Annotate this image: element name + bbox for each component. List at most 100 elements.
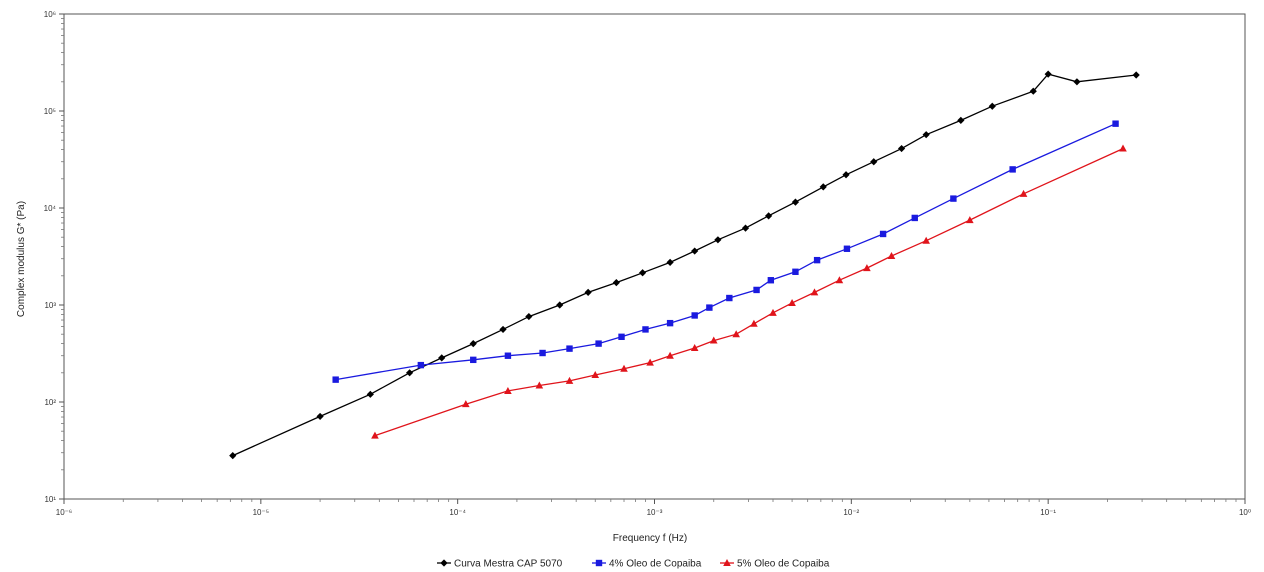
data-point-triangle (732, 330, 740, 338)
data-point-triangle (591, 370, 600, 378)
data-point-diamond (897, 144, 906, 153)
data-point-square (706, 304, 713, 311)
data-point-triangle (750, 319, 758, 327)
data-point-diamond (499, 325, 507, 334)
data-point-diamond (1044, 70, 1052, 78)
y-tick-label: 10¹ (44, 495, 56, 504)
data-point-square (767, 277, 775, 284)
data-point-diamond (316, 412, 324, 421)
data-point-diamond (638, 269, 647, 277)
axes-layer: 10⁻⁶ 10⁻⁵ 10⁻⁴ 10⁻³ 10⁻² 10⁻¹ 10⁰ 10¹ 10² 10³ 10⁴ 1… (44, 10, 1251, 517)
series-layer (229, 70, 1140, 460)
data-point-diamond (438, 354, 446, 362)
data-point-diamond (229, 452, 237, 460)
data-point-square (1009, 166, 1016, 173)
data-point-diamond (666, 258, 674, 266)
data-point-diamond (741, 224, 750, 232)
data-point-diamond (1073, 78, 1081, 86)
data-point-triangle (1119, 144, 1127, 152)
data-point-diamond (870, 158, 878, 166)
y-tick-label: 10³ (44, 301, 56, 310)
data-point-triangle (504, 386, 512, 394)
data-point-triangle (863, 264, 871, 272)
series-line-0 (232, 73, 1137, 457)
legend: Curva Mestra CAP 5070 4% Oleo de Copaiba 5… (437, 559, 830, 570)
data-point-square (879, 230, 887, 238)
data-point-diamond (791, 198, 800, 206)
x-tick-label: 10⁻¹ (1040, 508, 1056, 517)
data-point-square (753, 286, 760, 294)
data-point-triangle (922, 236, 930, 244)
data-point-triangle (565, 376, 574, 384)
data-point-triangle (835, 276, 844, 284)
data-point-diamond (691, 247, 699, 255)
data-point-square (792, 268, 799, 275)
data-point-diamond (1029, 87, 1037, 95)
y-tick-label: 10⁶ (44, 10, 56, 19)
data-point-triangle (620, 364, 628, 372)
x-tick-label: 10⁻⁴ (449, 508, 466, 517)
data-point-triangle (666, 351, 674, 359)
data-point-triangle (462, 400, 470, 408)
data-point-diamond (957, 116, 965, 125)
legend-label: 5% Oleo de Copaiba (737, 559, 830, 570)
data-point-square (813, 256, 821, 264)
data-point-square (726, 294, 733, 302)
data-point-triangle (709, 336, 718, 344)
data-point-diamond (584, 288, 592, 296)
data-point-diamond (842, 171, 850, 179)
series-line-1 (335, 123, 1116, 381)
data-point-triangle (769, 308, 777, 316)
data-point-diamond (612, 279, 620, 287)
legend-marker-triangle (723, 559, 731, 566)
data-point-diamond (988, 102, 996, 110)
legend-marker-diamond (440, 559, 448, 567)
data-point-square (618, 333, 625, 341)
y-tick-label: 10⁵ (44, 107, 56, 116)
legend-label: 4% Oleo de Copaiba (609, 559, 702, 570)
y-tick-label: 10² (44, 398, 56, 407)
data-point-diamond (1132, 71, 1140, 79)
data-point-diamond (922, 131, 930, 139)
data-point-diamond (556, 301, 564, 309)
data-point-square (539, 349, 546, 357)
data-point-square (691, 312, 698, 319)
data-point-triangle (810, 288, 819, 296)
data-point-diamond (819, 183, 827, 191)
data-point-triangle (1019, 189, 1028, 197)
data-point-square (566, 345, 573, 352)
x-tick-label: 10⁻³ (647, 508, 663, 517)
data-point-square (950, 195, 957, 202)
data-point-square (595, 340, 602, 347)
data-point-square (642, 326, 649, 333)
y-tick-label: 10⁴ (44, 204, 57, 213)
x-axis-title: Frequency f (Hz) (613, 533, 687, 544)
data-point-square (417, 361, 425, 369)
plot-frame (63, 13, 1246, 500)
data-point-triangle (966, 216, 974, 224)
data-point-triangle (690, 344, 699, 352)
data-point-diamond (469, 340, 477, 348)
data-point-square (911, 214, 918, 222)
data-point-triangle (788, 298, 796, 306)
x-tick-label: 10⁰ (1239, 508, 1251, 517)
y-axis-title: Complex modulus G* (Pa) (16, 201, 27, 317)
data-point-triangle (371, 431, 379, 439)
data-point-diamond (525, 312, 533, 321)
data-point-diamond (406, 369, 414, 377)
data-point-diamond (714, 236, 722, 244)
x-tick-label: 10⁻⁶ (56, 508, 72, 517)
data-point-square (470, 356, 477, 364)
data-point-diamond (366, 390, 374, 398)
data-point-triangle (646, 358, 654, 366)
data-point-square (504, 352, 512, 359)
data-point-square (843, 245, 851, 252)
x-tick-label: 10⁻⁵ (253, 508, 269, 517)
data-point-triangle (887, 252, 896, 260)
x-tick-label: 10⁻² (843, 508, 859, 517)
data-point-triangle (535, 381, 544, 389)
data-point-diamond (765, 212, 773, 220)
legend-label: Curva Mestra CAP 5070 (454, 559, 563, 570)
legend-marker-square (595, 559, 603, 567)
